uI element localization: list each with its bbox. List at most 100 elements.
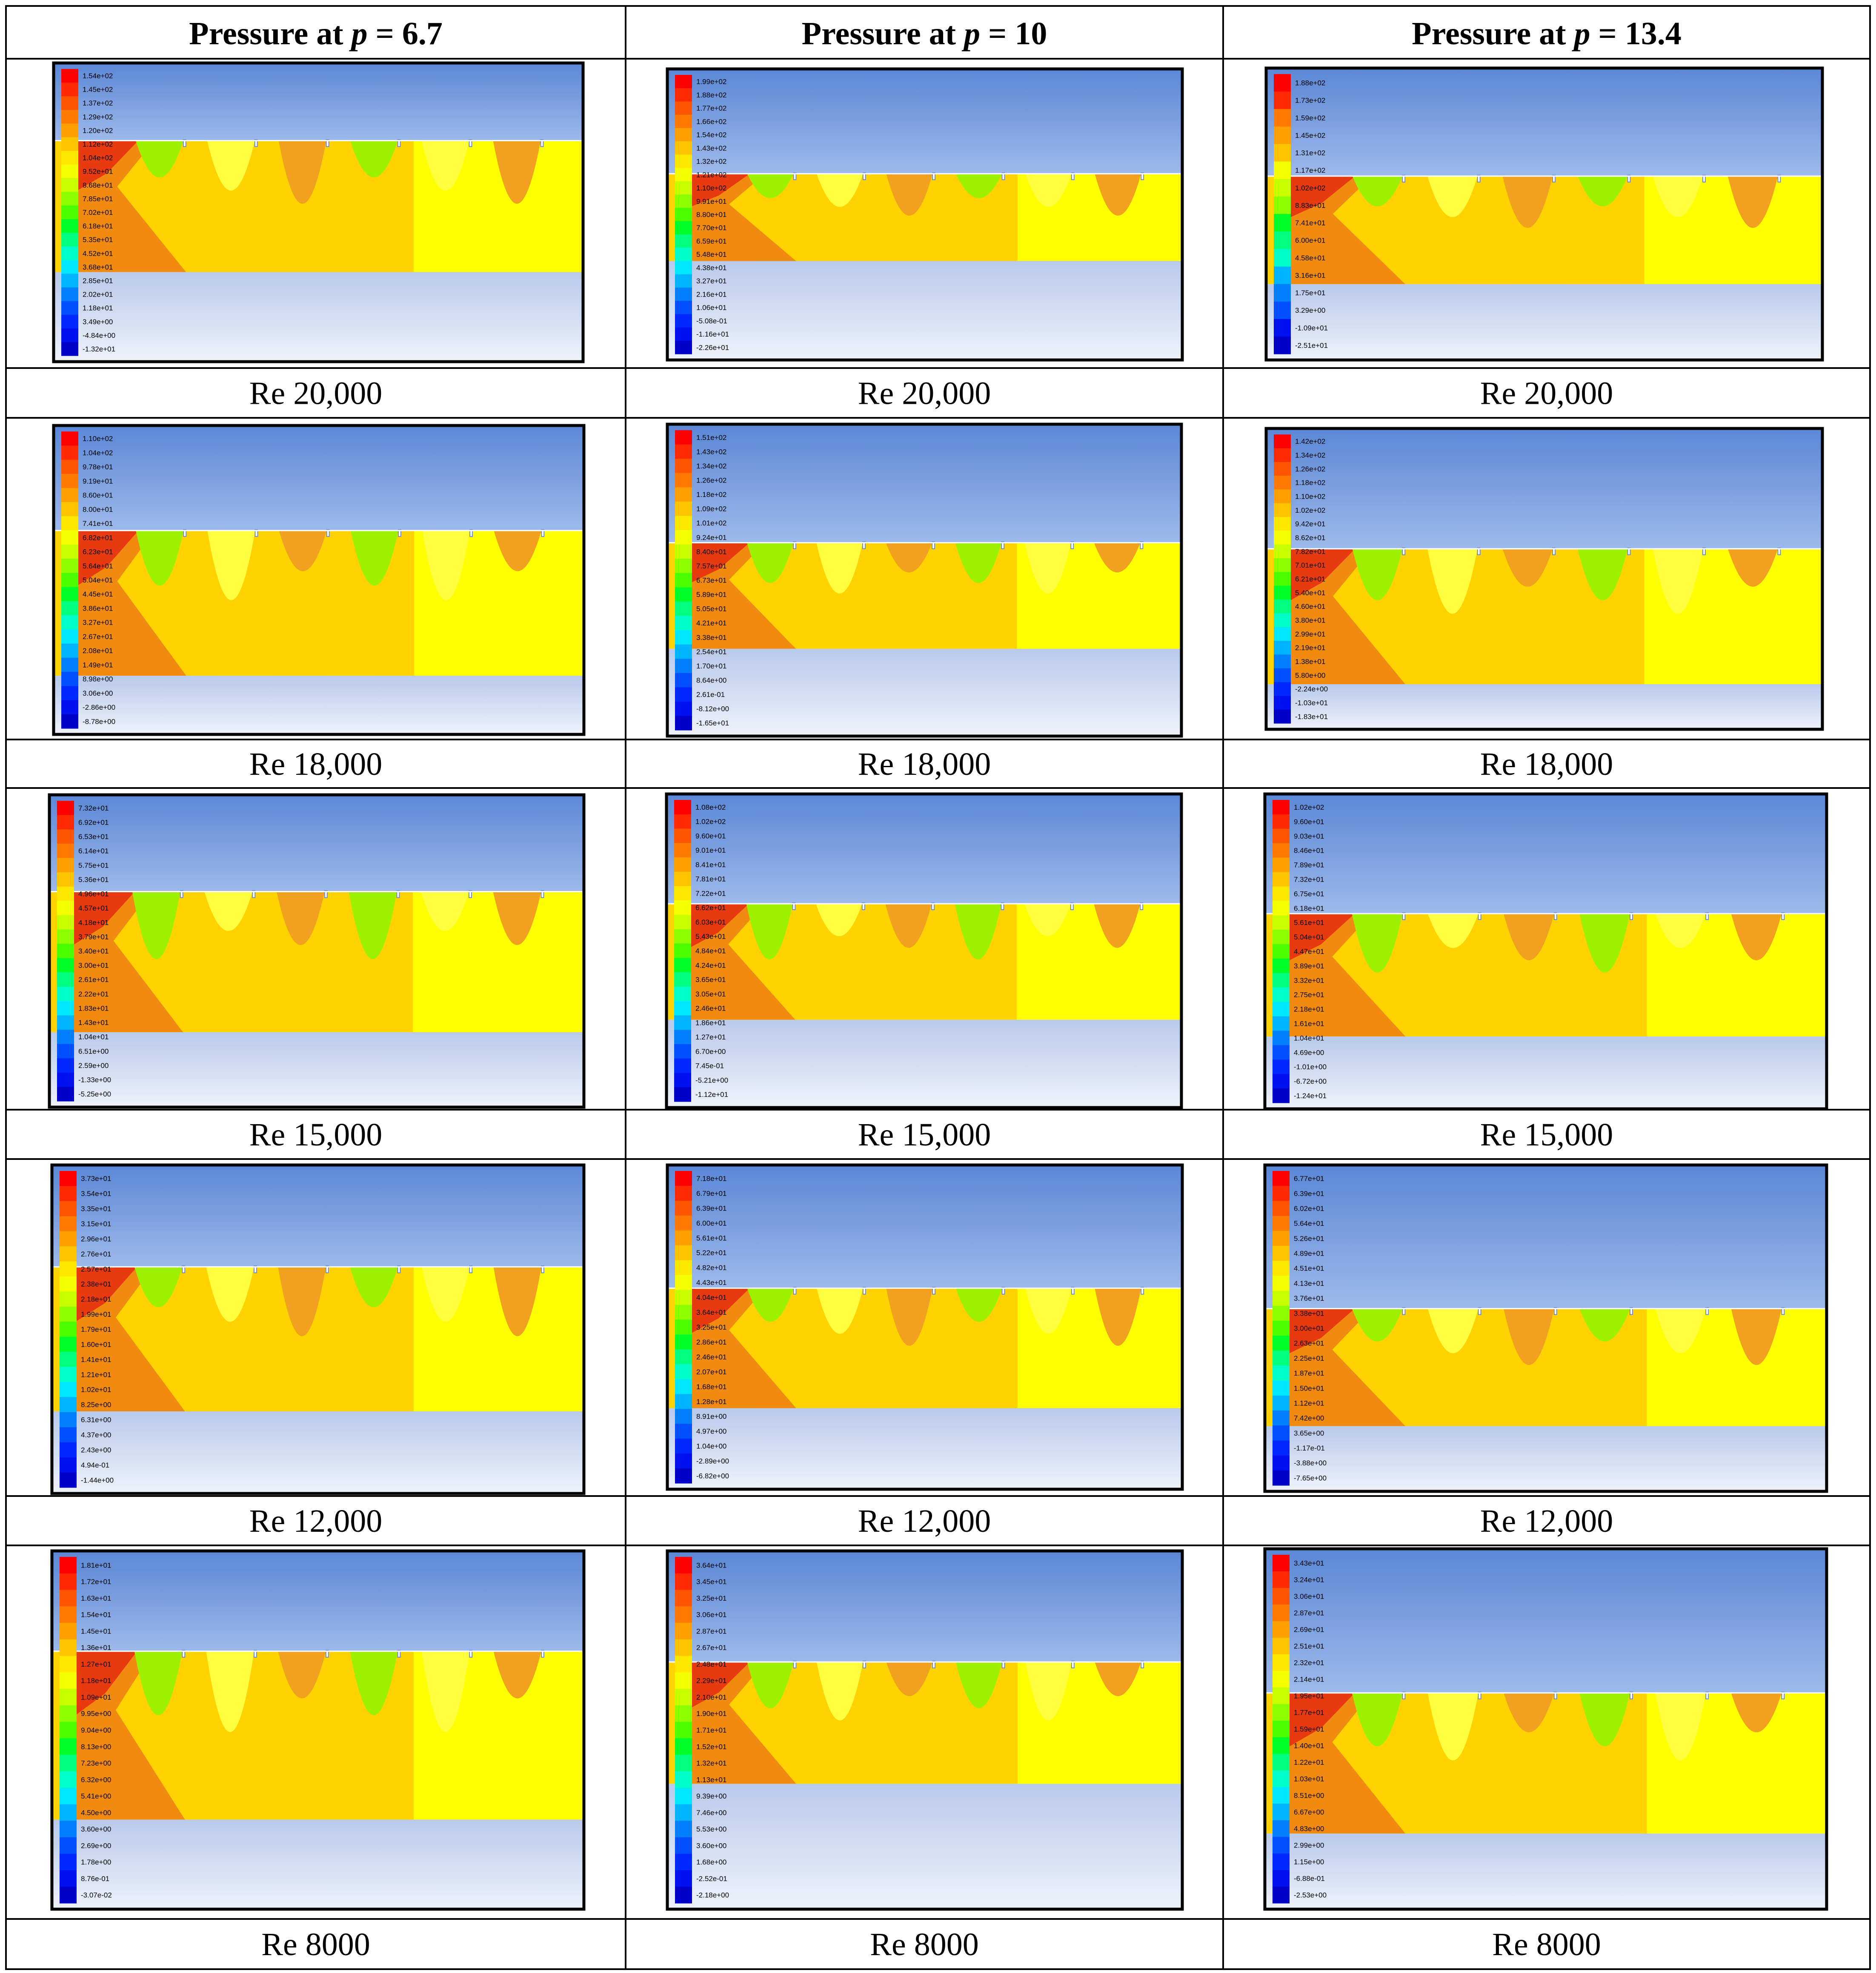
- pressure-lobe: [886, 543, 932, 573]
- legend-value: 1.09e+01: [81, 1693, 111, 1701]
- legend-swatch: [1273, 1088, 1290, 1103]
- inlet-peak-zone: [1273, 1308, 1355, 1362]
- legend-swatch: [60, 1887, 77, 1904]
- pressure-lobe: [1025, 1288, 1072, 1334]
- legend-value: 7.32e+01: [1294, 875, 1324, 883]
- legend-swatch: [57, 1029, 74, 1045]
- floor-region: [1265, 1426, 1827, 1491]
- legend-value: -2.52e-01: [696, 1875, 727, 1883]
- legend-value: -5.25e+00: [78, 1090, 111, 1098]
- legend-swatch: [61, 110, 78, 124]
- baffle: [793, 1661, 797, 1669]
- baffle: [1402, 1307, 1406, 1315]
- legend-value: 3.65e+01: [695, 976, 726, 984]
- legend-value: 3.45e+01: [696, 1578, 726, 1586]
- legend-value: 1.12e+01: [1294, 1399, 1324, 1407]
- color-legend: 7.18e+01 6.79e+01 6.39e+01 6.00e+01 5.61e+01…: [675, 1171, 729, 1484]
- legend-swatch: [1274, 489, 1291, 504]
- legend-swatch: [60, 1606, 77, 1623]
- contour-panel-1-3: 1.88e+02 1.73e+02 1.59e+02 1.45e+02 1.31e+02…: [1264, 66, 1824, 362]
- legend-swatch: [61, 314, 78, 329]
- legend-swatch: [61, 164, 78, 179]
- legend-swatch: [675, 1804, 692, 1821]
- column-header-3: Pressure at p = 13.4: [1412, 16, 1682, 51]
- legend-swatch: [675, 1290, 692, 1305]
- header-suffix: = 13.4: [1590, 16, 1682, 51]
- legend-swatch: [675, 261, 692, 275]
- legend-value: 3.73e+01: [81, 1175, 111, 1183]
- pressure-lobe: [816, 1288, 863, 1334]
- panel-frame: [50, 1549, 586, 1911]
- legend-swatch: [57, 858, 74, 873]
- pressure-lobe: [1655, 1693, 1706, 1761]
- legend-value: 1.02e+02: [1295, 184, 1325, 192]
- legend-value: 4.57e+01: [78, 904, 109, 912]
- legend-swatch: [1274, 448, 1291, 463]
- legend-value: 1.86e+01: [695, 1019, 726, 1027]
- baffle: [183, 529, 187, 537]
- legend-swatch: [60, 1231, 77, 1247]
- legend-value: 3.29e+00: [1295, 306, 1325, 314]
- baffle: [182, 1650, 186, 1658]
- legend-swatch: [675, 701, 692, 716]
- legend-value: -1.32e+01: [83, 345, 115, 353]
- legend-value: 1.99e+01: [81, 1311, 111, 1319]
- baffle: [932, 172, 936, 180]
- legend-swatch: [675, 473, 692, 488]
- legend-swatch: [675, 75, 692, 89]
- legend-value: 6.75e+01: [1294, 890, 1324, 898]
- caption-re-5-2: Re 8000: [870, 1927, 978, 1962]
- legend-swatch: [61, 714, 78, 729]
- legend-value: 8.62e+01: [1295, 534, 1325, 542]
- pressure-lobe: [134, 1267, 183, 1308]
- legend-swatch: [1273, 915, 1290, 930]
- legend-value: 6.62e+01: [695, 904, 726, 912]
- legend-swatch: [60, 1689, 77, 1706]
- baffle: [254, 1650, 257, 1658]
- baffle: [1141, 172, 1144, 180]
- air-region: [666, 794, 1181, 904]
- legend-value: 5.22e+01: [696, 1249, 726, 1257]
- legend-swatch: [675, 716, 692, 731]
- contour-panel-2-2: 1.51e+02 1.43e+02 1.34e+02 1.26e+02 1.18e+02…: [666, 423, 1183, 738]
- legend-swatch: [675, 1349, 692, 1365]
- air-region: [1265, 1165, 1827, 1309]
- legend-value: 2.51e+01: [1294, 1642, 1324, 1650]
- legend-swatch: [61, 287, 78, 302]
- legend-value: -6.82e+00: [696, 1472, 729, 1480]
- inlet-peak-zone: [60, 1267, 137, 1332]
- legend-value: 1.04e+01: [1294, 1034, 1324, 1042]
- legend-value: 7.32e+01: [78, 804, 109, 812]
- legend-value: 1.22e+01: [1294, 1759, 1324, 1767]
- caption-re-3-2: Re 15,000: [858, 1117, 991, 1153]
- legend-swatch: [1273, 1216, 1290, 1231]
- legend-value: 1.09e+02: [696, 505, 726, 513]
- legend-value: 4.69e+00: [1294, 1048, 1324, 1056]
- baffle: [326, 529, 330, 537]
- legend-value: 1.88e+02: [696, 91, 726, 99]
- legend-swatch: [674, 843, 691, 858]
- legend-value: 3.38e+01: [1294, 1309, 1324, 1317]
- legend-value: 1.43e+02: [696, 144, 726, 152]
- legend-swatch: [1274, 214, 1291, 232]
- legend-swatch: [61, 445, 78, 460]
- legend-value: 9.91e+01: [696, 197, 726, 206]
- legend-swatch: [1273, 987, 1290, 1002]
- pressure-lobe: [955, 903, 1001, 959]
- legend-value: 8.80e+01: [696, 211, 726, 219]
- pressure-lobe: [134, 1651, 183, 1716]
- legend-swatch: [60, 1201, 77, 1216]
- legend-swatch: [675, 559, 692, 574]
- baffle: [397, 1650, 401, 1658]
- legend-value: 3.27e+01: [83, 619, 113, 627]
- legend-swatch: [675, 168, 692, 182]
- legend-swatch: [1273, 843, 1290, 858]
- legend-value: 2.61e+01: [78, 976, 109, 984]
- color-legend: 1.02e+02 9.60e+01 9.03e+01 8.46e+01 7.89e+01…: [1273, 800, 1327, 1103]
- inlet-peak-zone: [675, 543, 750, 591]
- legend-swatch: [1273, 1320, 1290, 1336]
- legend-swatch: [60, 1557, 77, 1574]
- baffle: [1141, 1661, 1144, 1669]
- legend-value: -2.89e+00: [696, 1457, 729, 1465]
